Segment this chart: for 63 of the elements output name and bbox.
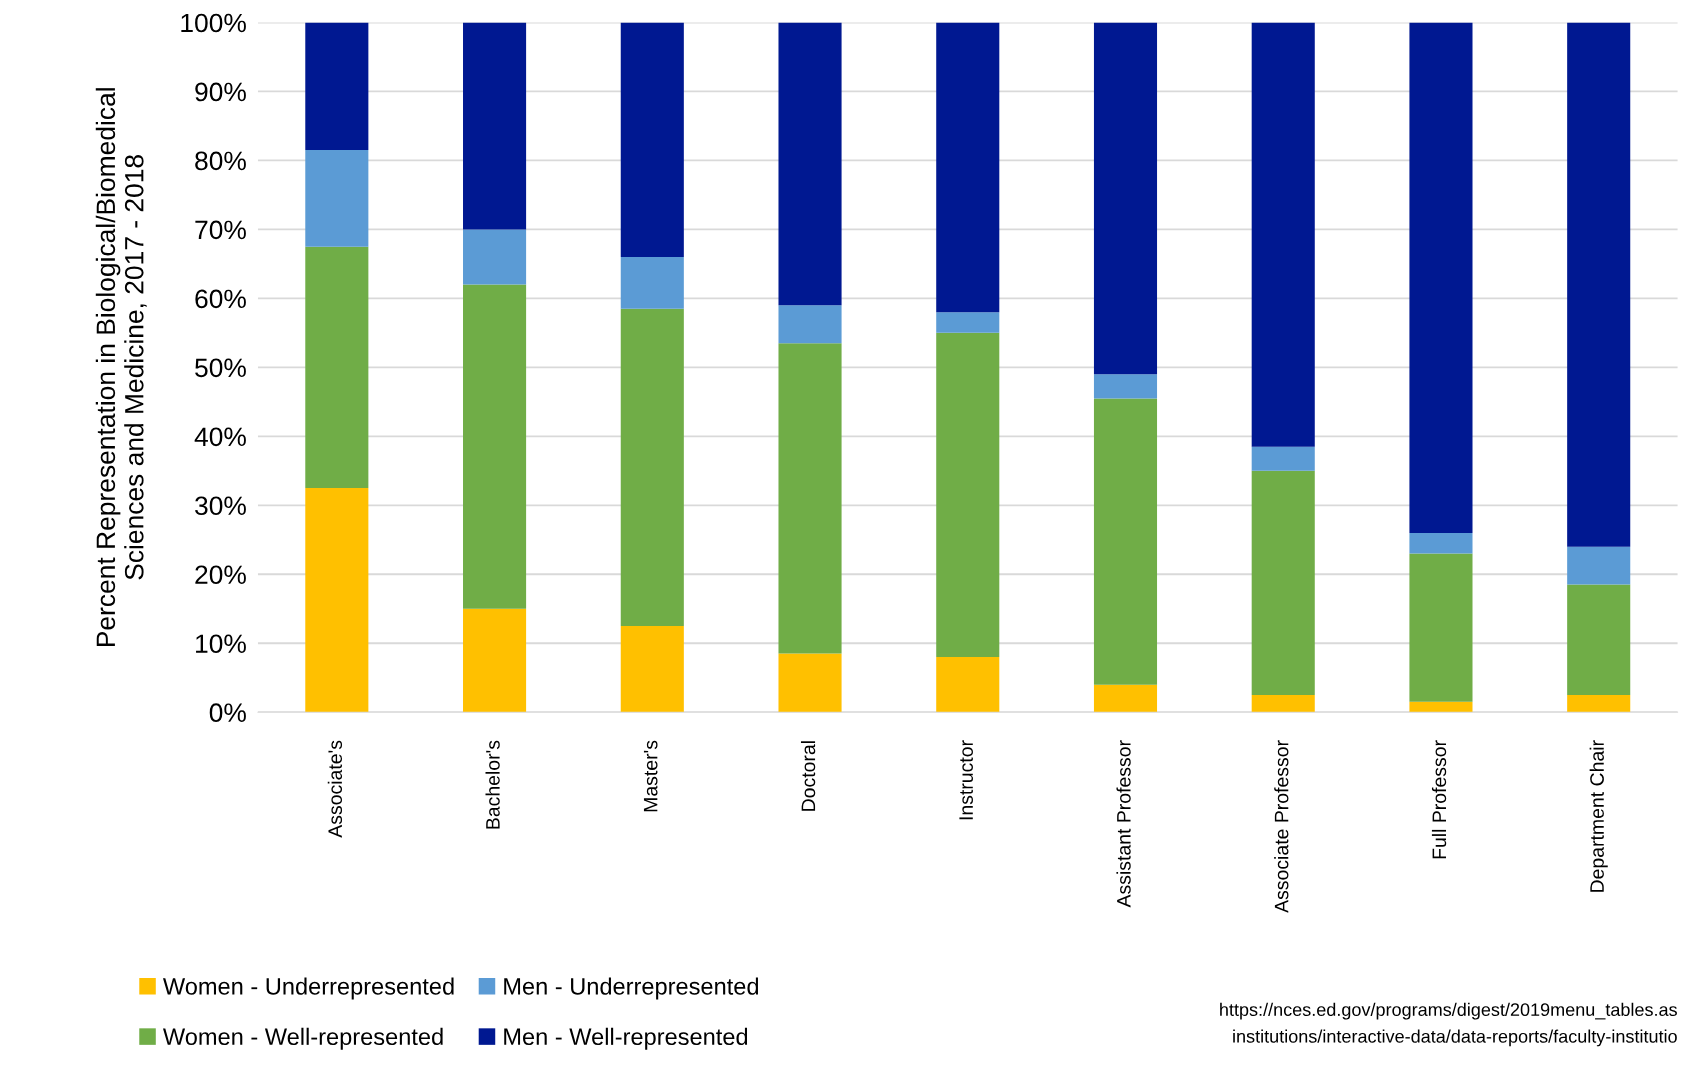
legend-label: Men - Well-represented	[504, 1027, 748, 1050]
x-tick-label: Master's	[643, 740, 658, 812]
x-tick-label: Associate Professor	[1274, 740, 1289, 913]
bar	[936, 657, 1000, 713]
bar	[305, 22, 369, 151]
bar	[305, 150, 369, 247]
bar	[305, 246, 369, 489]
bar	[620, 257, 684, 309]
bar	[778, 343, 842, 654]
bar	[1251, 694, 1315, 713]
x-tick-label: Doctoral	[800, 741, 816, 811]
bar	[1567, 546, 1631, 585]
bar	[778, 653, 842, 713]
y-tick-label: 0%	[209, 703, 246, 723]
y-tick-label: 50%	[195, 358, 246, 378]
bar	[1409, 553, 1473, 702]
bar	[620, 22, 684, 257]
x-tick-label: Department Chair	[1589, 740, 1608, 892]
bar	[1567, 22, 1631, 547]
y-tick-label: 40%	[194, 427, 246, 447]
bar	[1409, 532, 1473, 554]
bar	[1251, 470, 1315, 695]
bar	[1567, 584, 1631, 695]
bar	[1093, 22, 1158, 375]
legend-label: Women - Underrepresented	[162, 977, 454, 1000]
bar	[936, 332, 1000, 658]
bar	[463, 608, 527, 713]
x-tick-label: Assistant Professor	[1116, 740, 1131, 908]
legend-label: Men - Underrepresented	[504, 977, 759, 1000]
y-tick-label: 60%	[195, 289, 246, 309]
bar	[1251, 446, 1315, 471]
bar	[778, 22, 842, 306]
text: https://nces.ed.gov/programs/digest/2019menu_tables.as	[1220, 1002, 1677, 1020]
y-axis-title: Percent Representation in Biological/Biomedical Sciences and Medicine, 2017 - 2018	[95, 88, 147, 647]
bar	[463, 22, 527, 230]
y-tick-label: 100%	[181, 13, 246, 33]
bar	[936, 22, 1000, 313]
x-tick-label: Associate's	[327, 740, 343, 838]
y-tick-label: 90%	[195, 82, 246, 102]
bar	[1567, 694, 1631, 713]
bar	[936, 312, 1000, 333]
x-tick-label: Full Professor	[1431, 740, 1447, 859]
y-tick-label: 20%	[195, 565, 246, 585]
bar	[305, 488, 369, 713]
bar	[1093, 684, 1158, 713]
y-tick-label: 70%	[195, 220, 246, 240]
bar	[1251, 22, 1315, 447]
legend-label: Women - Well-represented	[162, 1027, 443, 1050]
x-tick-label: Instructor	[959, 740, 973, 820]
text: institutions/interactive-data/data-reports/faculty-institutio	[1233, 1029, 1677, 1047]
bar	[778, 305, 842, 344]
bar	[463, 229, 527, 285]
bar	[620, 626, 684, 713]
bar	[1093, 398, 1158, 685]
y-tick-label: 80%	[195, 151, 246, 171]
y-tick-label: 10%	[196, 634, 246, 654]
bar	[1409, 22, 1473, 533]
bar	[1409, 701, 1473, 713]
x-tick-label: Bachelor's	[485, 740, 500, 829]
bar	[620, 308, 684, 626]
bar	[1093, 374, 1158, 399]
bar	[463, 284, 527, 609]
y-tick-label: 30%	[195, 496, 246, 516]
